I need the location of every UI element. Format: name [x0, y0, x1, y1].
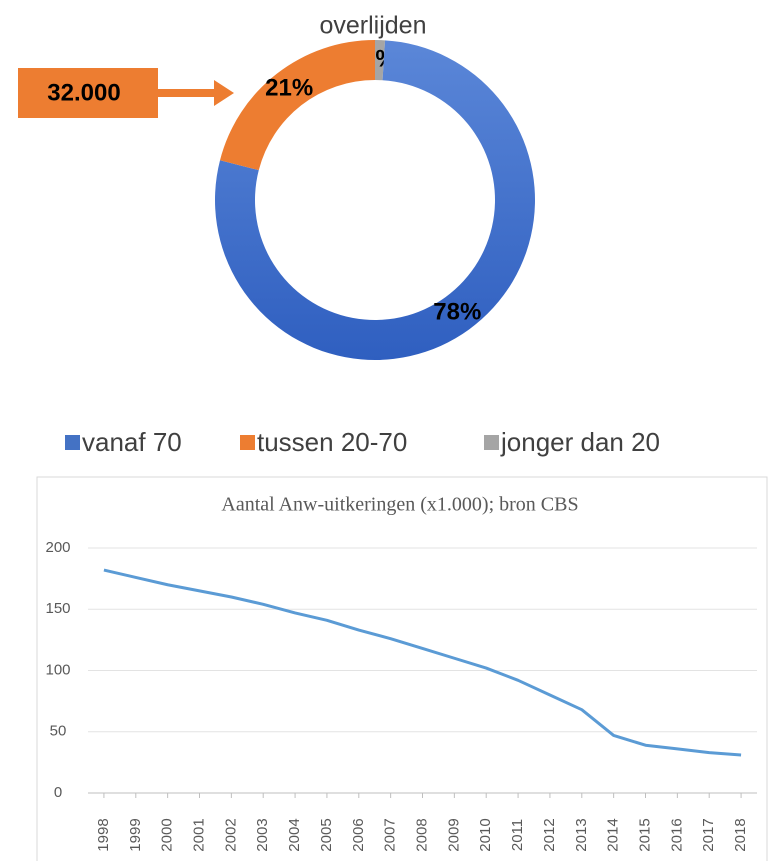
- x-tick-label: 2016: [668, 818, 685, 851]
- legend-label: jonger dan 20: [500, 427, 660, 457]
- y-tick-label: 150: [45, 600, 70, 617]
- x-tick-label: 2011: [509, 819, 526, 851]
- x-tick-label: 2008: [413, 818, 430, 851]
- donut-segment: [375, 40, 386, 81]
- legend-label: tussen 20-70: [257, 427, 407, 457]
- y-tick-label: 100: [45, 661, 70, 678]
- x-tick-label: 2012: [541, 818, 558, 851]
- donut-segment: [220, 40, 375, 171]
- y-tick-label: 0: [54, 784, 62, 801]
- x-tick-label: 2015: [636, 818, 653, 851]
- donut-title: overlijden: [319, 12, 426, 40]
- legend-label: vanaf 70: [82, 427, 182, 457]
- line-chart-frame: [36, 476, 768, 861]
- x-tick-label: 2004: [286, 818, 303, 851]
- y-tick-label: 50: [50, 723, 67, 740]
- legend-swatch: [65, 435, 80, 450]
- annotation-box: [18, 68, 158, 118]
- x-tick-label: 1998: [95, 818, 112, 851]
- annotation: 32.000: [47, 79, 120, 106]
- x-tick-label: 2017: [700, 818, 717, 851]
- x-tick-label: 2006: [350, 818, 367, 851]
- x-tick-label: 2013: [573, 818, 590, 851]
- x-tick-label: 2002: [222, 818, 239, 851]
- y-tick-label: 200: [45, 539, 70, 556]
- x-tick-label: 2001: [190, 818, 207, 851]
- x-tick-label: 2007: [382, 818, 399, 851]
- data-label: 21%: [265, 75, 313, 102]
- line-title: Aantal Anw-uitkeringen (x1.000); bron CB…: [221, 494, 578, 516]
- x-tick-label: 2000: [159, 818, 176, 851]
- x-tick-label: 2018: [732, 818, 749, 851]
- data-label: 78%: [433, 299, 481, 326]
- legend-swatch: [240, 435, 255, 450]
- x-tick-label: 1999: [127, 818, 144, 851]
- x-tick-label: 2010: [477, 818, 494, 851]
- legend-swatch: [484, 435, 499, 450]
- x-tick-label: 2003: [254, 818, 271, 851]
- x-tick-label: 2005: [318, 818, 335, 851]
- line-series: [103, 568, 742, 757]
- arrow-head: [214, 80, 234, 106]
- x-tick-label: 2014: [605, 818, 622, 851]
- x-tick-label: 2009: [445, 818, 462, 851]
